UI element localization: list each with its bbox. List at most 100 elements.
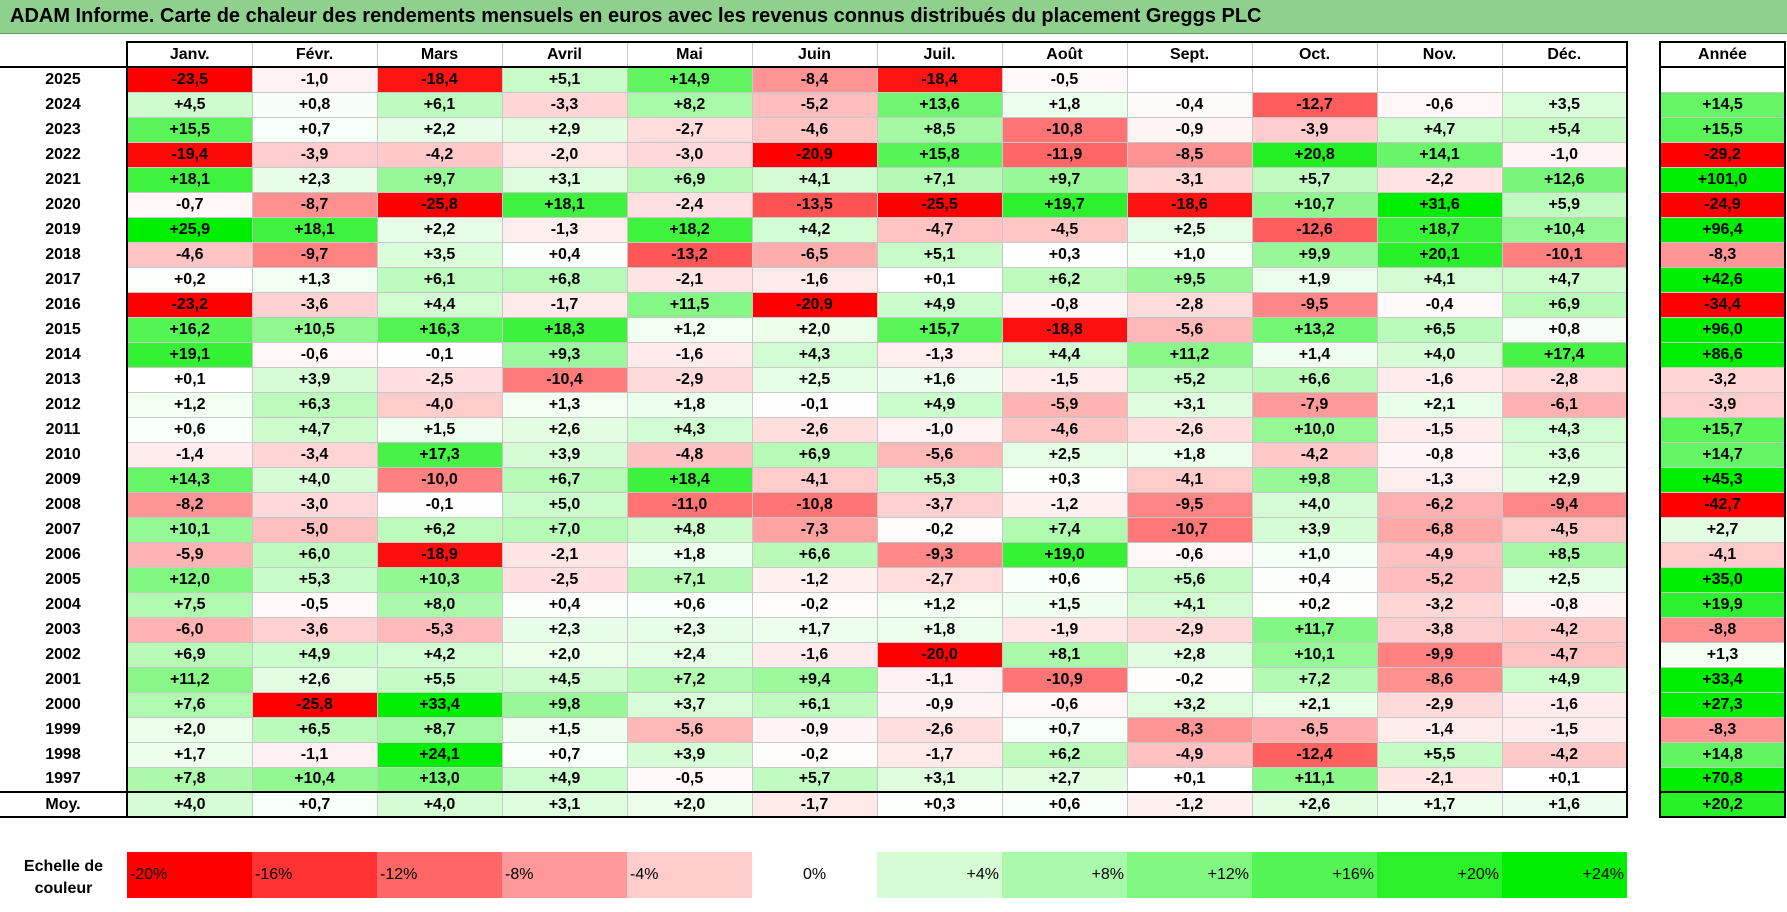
heatmap-cell: +8,7 [376, 716, 503, 743]
heatmap-cell: +5,0 [501, 491, 628, 518]
heatmap-cell: -2,9 [626, 366, 753, 393]
heatmap-cell: -0,5 [1001, 66, 1128, 93]
heatmap-cell: -18,4 [876, 66, 1003, 93]
heatmap-cell: -6,0 [126, 616, 253, 643]
heatmap-cell: +4,5 [126, 91, 253, 118]
heatmap-cell: -2,8 [1126, 291, 1253, 318]
year-row: 2020 -0,7 -8,7 -25,8 +18,1 -2,4 -13,5 -25,5 +19,… [0, 191, 1628, 218]
corner-cell [0, 42, 127, 68]
heatmap-cell: +7,5 [126, 591, 253, 618]
heatmap-cell: -2,7 [876, 566, 1003, 593]
heatmap-cell: +0,4 [501, 241, 628, 268]
heatmap-cell: +6,1 [751, 691, 878, 718]
header-row: Janv. Févr. Mars Avril Mai Juin Juil. Août Sept.… [0, 41, 1628, 68]
heatmap-cell: -4,2 [376, 141, 503, 168]
color-scale-swatch: +24% [1502, 852, 1627, 898]
heatmap-cell: -3,9 [1251, 116, 1378, 143]
heatmap-cell: +14,3 [126, 466, 253, 493]
heatmap-cell: -0,1 [751, 391, 878, 418]
heatmap-cell: +0,1 [1501, 766, 1628, 793]
color-scale-swatch: -20% [127, 852, 252, 898]
heatmap-cell: -2,7 [626, 116, 753, 143]
heatmap-cell: -5,6 [626, 716, 753, 743]
heatmap-cell: +0,8 [251, 91, 378, 118]
heatmap-cell: -1,5 [1001, 366, 1128, 393]
heatmap-cell: +18,1 [126, 166, 253, 193]
year-row: 2005 +12,0 +5,3 +10,3 -2,5 +7,1 -1,2 -2,7 +0,6 +5… [0, 566, 1628, 593]
heatmap-cell: +1,5 [501, 716, 628, 743]
heatmap-cell: -3,8 [1376, 616, 1503, 643]
heatmap-cell: +13,6 [876, 91, 1003, 118]
heatmap-cell: -9,9 [1376, 641, 1503, 668]
color-scale-label: Echelle de couleur [23, 858, 104, 897]
annual-cell: -29,2 [1659, 141, 1786, 168]
heatmap-cell: +0,3 [1001, 241, 1128, 268]
heatmap-cell: -25,5 [876, 191, 1003, 218]
heatmap-cell: +5,5 [1376, 741, 1503, 768]
heatmap-cell: -8,3 [1126, 716, 1253, 743]
heatmap-cell: -4,7 [876, 216, 1003, 243]
heatmap-cell: -0,5 [626, 766, 753, 793]
heatmap-cell: +9,8 [501, 691, 628, 718]
year-label: 2020 [45, 195, 81, 213]
heatmap-cell: +6,6 [751, 541, 878, 568]
year-row: 2014 +19,1 -0,6 -0,1 +9,3 -1,6 +4,3 -1,3 +4,4 +11… [0, 341, 1628, 368]
heatmap-cell: +1,3 [501, 391, 628, 418]
heatmap-cell: +9,5 [1126, 266, 1253, 293]
heatmap-cell: +4,9 [876, 291, 1003, 318]
heatmap-cell: +3,1 [876, 766, 1003, 793]
annual-column: Année +14,5 +15,5 -29,2 +101,0 -24,9 +96,4 -8,3… [1659, 41, 1786, 818]
year-label: 2015 [45, 320, 81, 338]
heatmap-cell: +4,3 [1501, 416, 1628, 443]
heatmap-cell: -0,2 [751, 741, 878, 768]
heatmap-cell: +1,8 [1001, 91, 1128, 118]
heatmap-cell: -0,9 [876, 691, 1003, 718]
heatmap-cell: +4,7 [1501, 266, 1628, 293]
heatmap-cell: +2,3 [251, 166, 378, 193]
heatmap-cell: +7,1 [626, 566, 753, 593]
year-label: 2023 [45, 120, 81, 138]
heatmap-cell: -3,6 [251, 291, 378, 318]
average-cell: +4,0 [376, 791, 503, 818]
heatmap-cell: +7,2 [1251, 666, 1378, 693]
heatmap-cell: +2,6 [501, 416, 628, 443]
heatmap-cell: -0,8 [1501, 591, 1628, 618]
heatmap-cell: +6,0 [251, 541, 378, 568]
heatmap-cell: +5,2 [1126, 366, 1253, 393]
year-label: 2007 [45, 520, 81, 538]
heatmap-cell: -12,4 [1251, 741, 1378, 768]
heatmap-cell: -0,8 [1001, 291, 1128, 318]
average-cell: +0,6 [1001, 791, 1128, 818]
heatmap-cell: +13,2 [1251, 316, 1378, 343]
heatmap-cell: +6,2 [1001, 266, 1128, 293]
heatmap-cell: -11,9 [1001, 141, 1128, 168]
heatmap-cell: +4,0 [1251, 491, 1378, 518]
color-scale-swatch: -8% [502, 852, 627, 898]
year-row: 2004 +7,5 -0,5 +8,0 +0,4 +0,6 -0,2 +1,2 +1,5 +4,1… [0, 591, 1628, 618]
annual-cell: +70,8 [1659, 766, 1786, 793]
heatmap-cell [1501, 66, 1628, 93]
heatmap-cell: +1,7 [126, 741, 253, 768]
year-label: 1999 [45, 720, 81, 738]
average-cell: +2,6 [1251, 791, 1378, 818]
heatmap-cell: +0,4 [501, 591, 628, 618]
annual-cell: +19,9 [1659, 591, 1786, 618]
month-header: Janv. [126, 41, 253, 68]
heatmap-cell: +17,4 [1501, 341, 1628, 368]
annual-cell: -34,4 [1659, 291, 1786, 318]
average-cell: +3,1 [501, 791, 628, 818]
heatmap-cell: -1,5 [1501, 716, 1628, 743]
heatmap-cell: +4,1 [1376, 266, 1503, 293]
heatmap-cell: -2,6 [1126, 416, 1253, 443]
heatmap-cell: -10,8 [751, 491, 878, 518]
year-label: 2003 [45, 620, 81, 638]
heatmap-cell: -1,7 [876, 741, 1003, 768]
year-label: 2008 [45, 495, 81, 513]
heatmap-cell: +14,9 [626, 66, 753, 93]
heatmap-cell: +8,5 [876, 116, 1003, 143]
heatmap-cell: +2,3 [501, 616, 628, 643]
annual-cell: +27,3 [1659, 691, 1786, 718]
year-label: 2000 [45, 695, 81, 713]
heatmap-cell: -1,5 [1376, 416, 1503, 443]
annual-cell: +33,4 [1659, 666, 1786, 693]
